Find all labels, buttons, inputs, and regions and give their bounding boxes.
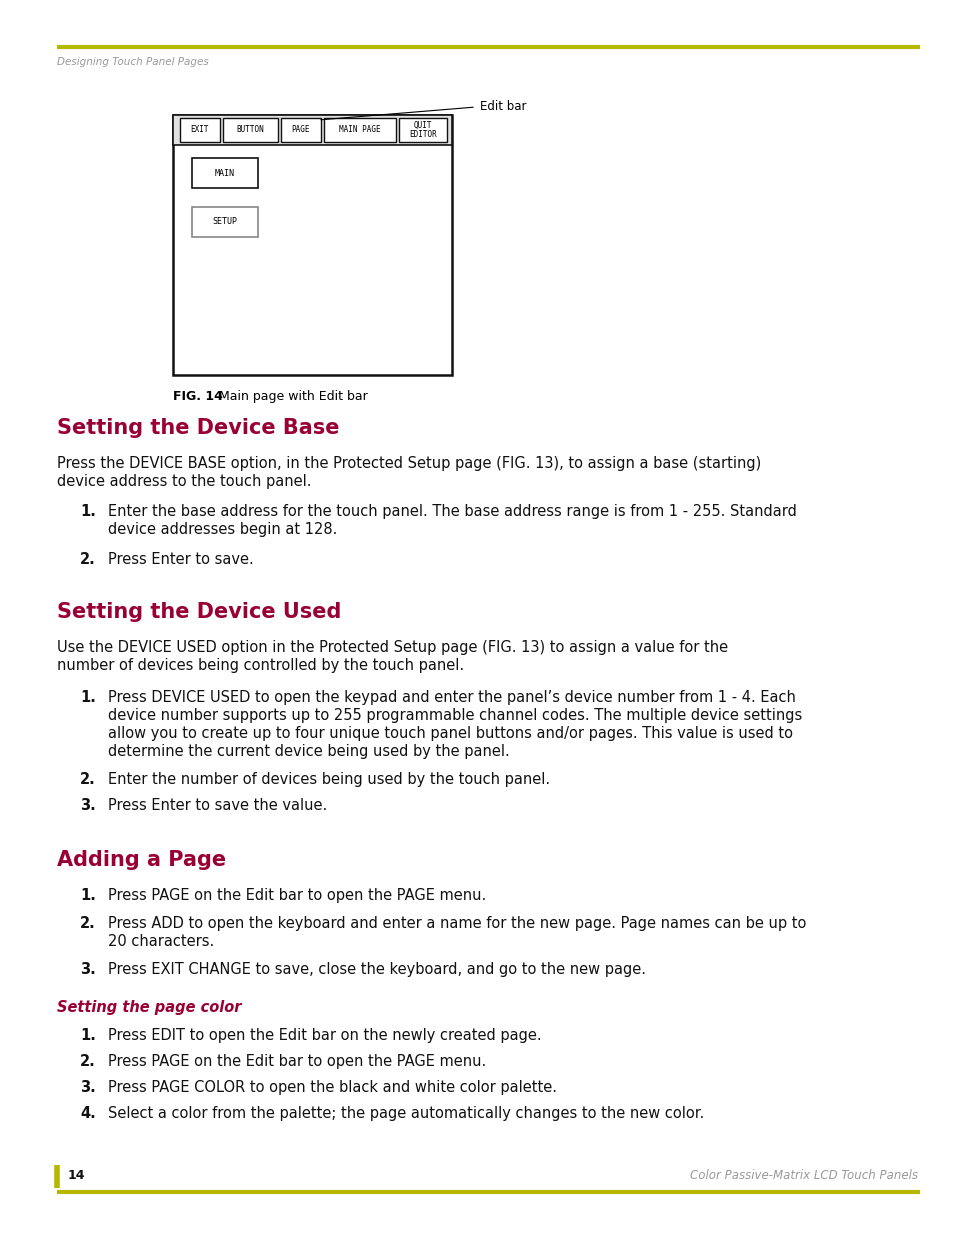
Bar xyxy=(172,115,452,375)
Text: 3.: 3. xyxy=(80,962,95,977)
Text: PAGE: PAGE xyxy=(292,126,310,135)
Text: 3.: 3. xyxy=(80,798,95,813)
Text: 2.: 2. xyxy=(80,1053,95,1070)
Text: EXIT: EXIT xyxy=(191,126,209,135)
Text: 14: 14 xyxy=(68,1170,86,1182)
Text: Adding a Page: Adding a Page xyxy=(57,850,226,869)
Bar xyxy=(192,207,257,237)
Text: Press the DEVICE BASE option, in the Protected Setup page (FIG. 13), to assign a: Press the DEVICE BASE option, in the Pro… xyxy=(57,456,760,471)
Text: SETUP: SETUP xyxy=(213,217,237,226)
Text: 1.: 1. xyxy=(80,504,95,519)
Bar xyxy=(192,158,257,188)
Text: Edit bar: Edit bar xyxy=(479,100,526,114)
Text: 2.: 2. xyxy=(80,772,95,787)
Text: MAIN: MAIN xyxy=(214,168,234,178)
Text: Press Enter to save.: Press Enter to save. xyxy=(108,552,253,567)
Text: Color Passive-Matrix LCD Touch Panels: Color Passive-Matrix LCD Touch Panels xyxy=(689,1170,917,1182)
Text: 3.: 3. xyxy=(80,1079,95,1095)
Text: Setting the page color: Setting the page color xyxy=(57,1000,241,1015)
Text: Press Enter to save the value.: Press Enter to save the value. xyxy=(108,798,327,813)
Text: determine the current device being used by the panel.: determine the current device being used … xyxy=(108,743,509,760)
Text: Enter the base address for the touch panel. The base address range is from 1 - 2: Enter the base address for the touch pan… xyxy=(108,504,796,519)
Bar xyxy=(223,119,277,142)
Text: 1.: 1. xyxy=(80,1028,95,1044)
Text: QUIT
EDITOR: QUIT EDITOR xyxy=(409,121,436,140)
Text: device addresses begin at 128.: device addresses begin at 128. xyxy=(108,522,337,537)
Bar xyxy=(172,115,452,144)
Text: FIG. 14: FIG. 14 xyxy=(172,390,223,403)
Text: 2.: 2. xyxy=(80,916,95,931)
Text: 1.: 1. xyxy=(80,690,95,705)
Bar xyxy=(324,119,395,142)
Text: number of devices being controlled by the touch panel.: number of devices being controlled by th… xyxy=(57,658,464,673)
Text: Press PAGE COLOR to open the black and white color palette.: Press PAGE COLOR to open the black and w… xyxy=(108,1079,557,1095)
Text: Press ADD to open the keyboard and enter a name for the new page. Page names can: Press ADD to open the keyboard and enter… xyxy=(108,916,805,931)
Bar xyxy=(398,119,447,142)
Bar xyxy=(172,115,452,144)
Text: Setting the Device Used: Setting the Device Used xyxy=(57,601,341,622)
Text: 20 characters.: 20 characters. xyxy=(108,934,214,948)
Bar xyxy=(180,119,220,142)
Text: device address to the touch panel.: device address to the touch panel. xyxy=(57,474,312,489)
Text: Press EDIT to open the Edit bar on the newly created page.: Press EDIT to open the Edit bar on the n… xyxy=(108,1028,541,1044)
Text: 1.: 1. xyxy=(80,888,95,903)
Text: Setting the Device Base: Setting the Device Base xyxy=(57,417,339,438)
Bar xyxy=(281,119,320,142)
Text: Press PAGE on the Edit bar to open the PAGE menu.: Press PAGE on the Edit bar to open the P… xyxy=(108,1053,486,1070)
Text: Designing Touch Panel Pages: Designing Touch Panel Pages xyxy=(57,57,209,67)
Text: BUTTON: BUTTON xyxy=(236,126,264,135)
Text: Press PAGE on the Edit bar to open the PAGE menu.: Press PAGE on the Edit bar to open the P… xyxy=(108,888,486,903)
Text: 4.: 4. xyxy=(80,1107,95,1121)
Text: device number supports up to 255 programmable channel codes. The multiple device: device number supports up to 255 program… xyxy=(108,708,801,722)
Text: Select a color from the palette; the page automatically changes to the new color: Select a color from the palette; the pag… xyxy=(108,1107,703,1121)
Text: allow you to create up to four unique touch panel buttons and/or pages. This val: allow you to create up to four unique to… xyxy=(108,726,792,741)
Text: MAIN PAGE: MAIN PAGE xyxy=(339,126,380,135)
Text: Enter the number of devices being used by the touch panel.: Enter the number of devices being used b… xyxy=(108,772,550,787)
Text: 2.: 2. xyxy=(80,552,95,567)
Text: Press EXIT CHANGE to save, close the keyboard, and go to the new page.: Press EXIT CHANGE to save, close the key… xyxy=(108,962,645,977)
Text: Main page with Edit bar: Main page with Edit bar xyxy=(211,390,367,403)
Text: Use the DEVICE USED option in the Protected Setup page (FIG. 13) to assign a val: Use the DEVICE USED option in the Protec… xyxy=(57,640,727,655)
Text: Press DEVICE USED to open the keypad and enter the panel’s device number from 1 : Press DEVICE USED to open the keypad and… xyxy=(108,690,795,705)
